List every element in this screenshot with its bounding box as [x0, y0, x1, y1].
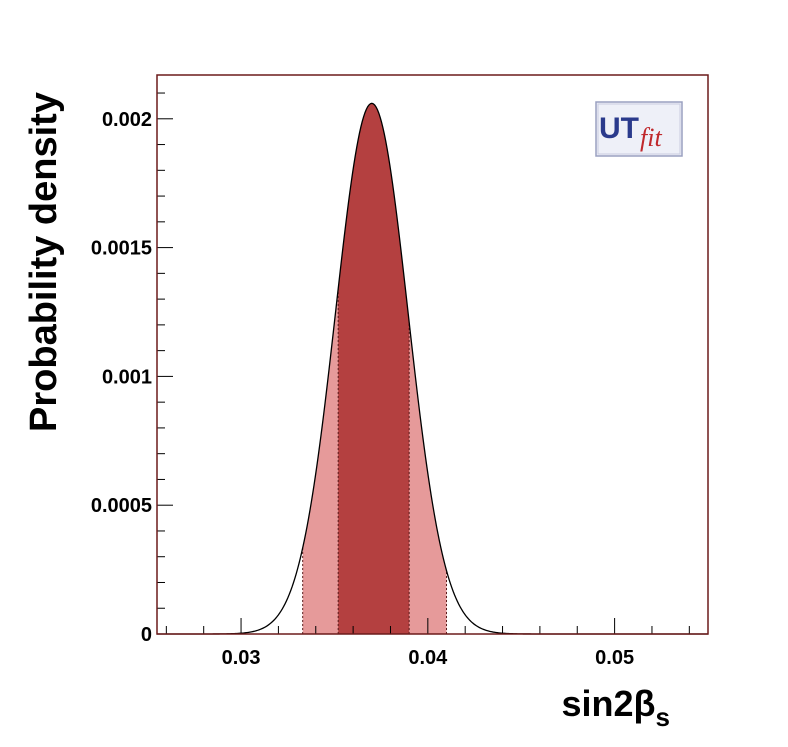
- chart: 0.03 0.04 0.05 0 0.0005 0.001 0.0015 0.002 sin…: [0, 0, 788, 747]
- logo-text-fit: fit: [640, 123, 662, 152]
- y-axis-title: Probability density: [23, 92, 65, 432]
- band-68pct: [338, 103, 409, 634]
- x-tick-labels: 0.03 0.04 0.05: [222, 647, 634, 669]
- y-tick-label: 0: [141, 624, 152, 646]
- x-axis-ticks: [166, 618, 689, 634]
- x-axis-title-subscript: s: [656, 702, 670, 732]
- y-tick-label: 0.002: [102, 109, 152, 131]
- x-tick-label: 0.04: [408, 647, 448, 669]
- confidence-bands: [303, 103, 447, 634]
- x-tick-label: 0.03: [222, 647, 261, 669]
- y-tick-labels: 0 0.0005 0.001 0.0015 0.002: [91, 109, 152, 646]
- x-axis-title-main: sin2β: [562, 683, 656, 724]
- x-axis-title: sin2βs: [562, 683, 670, 732]
- x-tick-label: 0.05: [595, 647, 634, 669]
- y-tick-label: 0.0005: [91, 495, 152, 517]
- utfit-logo: UT fit: [596, 102, 682, 156]
- y-tick-label: 0.001: [102, 366, 152, 388]
- logo-text-ut: UT: [599, 112, 639, 145]
- y-axis-ticks: [157, 93, 173, 634]
- y-tick-label: 0.0015: [91, 238, 152, 260]
